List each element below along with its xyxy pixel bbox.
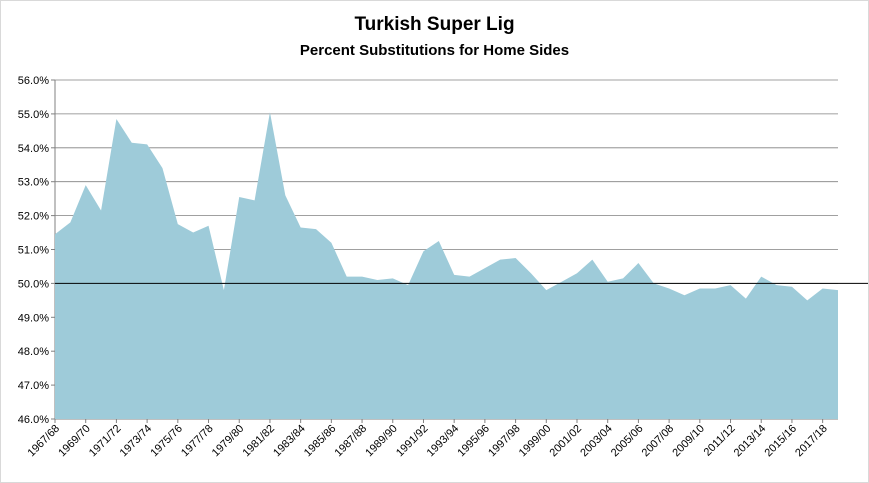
area-series bbox=[55, 112, 838, 420]
x-tick-label: 1973/74 bbox=[118, 423, 155, 460]
x-tick-label: 1979/80 bbox=[210, 423, 247, 460]
x-tick-label: 1975/76 bbox=[148, 423, 185, 460]
x-tick-label: 2013/14 bbox=[732, 423, 769, 460]
y-tick-label: 51.0% bbox=[18, 245, 49, 257]
x-tick-label: 1983/84 bbox=[271, 423, 308, 460]
x-tick-label: 2007/08 bbox=[640, 423, 677, 460]
x-tick-label: 2005/06 bbox=[609, 423, 646, 460]
y-tick-label: 46.0% bbox=[18, 414, 49, 426]
y-tick-label: 55.0% bbox=[18, 109, 49, 121]
y-tick-label: 47.0% bbox=[18, 380, 49, 392]
chart-subtitle: Percent Substitutions for Home Sides bbox=[299, 42, 570, 59]
y-tick-label: 49.0% bbox=[18, 312, 49, 324]
x-tick-label: 1967/68 bbox=[26, 423, 63, 460]
y-tick-label: 50.0% bbox=[18, 278, 49, 290]
x-tick-label: 1971/72 bbox=[87, 423, 124, 460]
x-tick-label: 1999/00 bbox=[517, 423, 554, 460]
x-tick-label: 2015/16 bbox=[762, 423, 799, 460]
x-tick-label: 1977/78 bbox=[179, 423, 216, 460]
y-tick-label: 48.0% bbox=[18, 346, 49, 358]
x-axis-ticks: 1967/681969/701971/721973/741975/761977/… bbox=[26, 419, 830, 459]
y-tick-label: 53.0% bbox=[18, 177, 49, 189]
x-tick-label: 1995/96 bbox=[455, 423, 492, 460]
x-tick-label: 1981/82 bbox=[240, 423, 277, 460]
x-tick-label: 2001/02 bbox=[548, 423, 585, 460]
x-tick-label: 2011/12 bbox=[702, 423, 738, 459]
x-tick-label: 2003/04 bbox=[578, 423, 615, 460]
x-tick-label: 1991/92 bbox=[394, 423, 431, 460]
y-axis-ticks: 46.0% 47.0% 48.0% 49.0% 50.0% 51.0% 52.0% 53.0%… bbox=[18, 75, 49, 426]
y-tick-label: 54.0% bbox=[18, 143, 49, 155]
x-tick-label: 1989/90 bbox=[363, 423, 400, 460]
x-tick-label: 1985/86 bbox=[302, 423, 339, 460]
x-tick-label: 1993/94 bbox=[425, 423, 462, 460]
area-fill bbox=[55, 112, 838, 420]
x-tick-label: 2009/10 bbox=[670, 423, 707, 460]
x-tick-label: 1997/98 bbox=[486, 423, 523, 460]
y-tick-label: 52.0% bbox=[18, 211, 49, 223]
x-tick-label: 1987/88 bbox=[333, 423, 370, 460]
chart-title: Turkish Super Lig bbox=[354, 14, 515, 35]
y-tick-label: 56.0% bbox=[18, 75, 49, 87]
x-tick-label: 1969/70 bbox=[56, 423, 93, 460]
x-tick-label: 2017/18 bbox=[793, 423, 830, 460]
